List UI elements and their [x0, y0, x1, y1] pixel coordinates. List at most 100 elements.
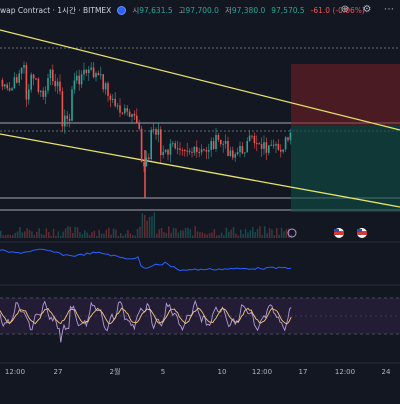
- candle: [85, 69, 88, 74]
- candle: [119, 105, 121, 113]
- oscillator-slow-line[interactable]: [0, 307, 292, 325]
- x-axis-tick-label: 27: [54, 368, 63, 376]
- volume-bar: [93, 230, 96, 238]
- candle: [73, 80, 76, 90]
- volume-bar: [216, 235, 218, 238]
- x-axis-tick-label: 12:00: [335, 368, 355, 376]
- indicator-line[interactable]: [0, 248, 292, 272]
- volume-bar: [84, 230, 86, 238]
- volume-bar: [235, 233, 237, 238]
- candle: [232, 150, 234, 158]
- candle: [16, 77, 18, 83]
- candle: [136, 115, 138, 123]
- volume-bar: [266, 233, 268, 238]
- volume-bars: [0, 212, 292, 238]
- candle: [184, 149, 186, 151]
- volume-bar: [33, 234, 36, 238]
- candle: [287, 137, 289, 141]
- volume-bar: [187, 227, 189, 238]
- candle: [18, 73, 20, 83]
- volume-bar: [273, 235, 276, 238]
- volume-bar: [194, 226, 196, 238]
- low-value: 97,380.0: [231, 5, 266, 15]
- candle: [179, 148, 181, 150]
- candle: [268, 145, 270, 153]
- volume-bar: [19, 227, 21, 238]
- candle: [97, 73, 100, 76]
- lower-trendline[interactable]: [0, 133, 400, 208]
- volume-bar: [254, 232, 256, 238]
- candle: [66, 115, 68, 119]
- candle: [61, 91, 64, 127]
- volume-bar: [132, 235, 134, 238]
- upper-trendline[interactable]: [0, 29, 400, 131]
- volume-bar: [211, 232, 213, 238]
- candle: [59, 81, 61, 92]
- alert-marker[interactable]: [287, 228, 297, 238]
- settings-icon[interactable]: ⚙: [362, 3, 372, 15]
- candle: [92, 67, 95, 78]
- candle: [88, 69, 90, 74]
- candle: [148, 157, 150, 160]
- candle: [181, 149, 184, 151]
- candle: [253, 135, 256, 144]
- volume-bar: [146, 220, 148, 238]
- volume-bar: [21, 232, 24, 238]
- volume-bar: [189, 229, 192, 238]
- volume-bar: [2, 235, 4, 238]
- volume-bar: [220, 232, 223, 238]
- stop-loss-zone[interactable]: [291, 64, 400, 126]
- volume-bar: [192, 235, 194, 238]
- volume-bar: [40, 233, 43, 238]
- candle: [152, 129, 155, 131]
- volume-bar: [24, 231, 26, 238]
- volume-bar: [144, 214, 146, 238]
- event-marker-2[interactable]: [357, 228, 367, 238]
- candle: [220, 139, 222, 145]
- candle: [71, 89, 73, 121]
- candle: [133, 114, 136, 116]
- candle: [224, 141, 227, 144]
- candle: [188, 151, 191, 153]
- event-marker-1[interactable]: [334, 228, 344, 238]
- symbol-name[interactable]: wap Contract · 1시간 · BITMEX: [0, 5, 112, 15]
- volume-bar: [244, 228, 247, 238]
- candle: [248, 135, 251, 142]
- volume-bar: [79, 232, 81, 238]
- volume-bar: [223, 235, 225, 238]
- candle: [227, 141, 229, 156]
- volume-bar: [76, 227, 79, 238]
- candle: [143, 162, 145, 167]
- volume-bar: [271, 229, 273, 238]
- candle: [102, 74, 104, 90]
- x-axis-tick-label: 5: [161, 368, 165, 376]
- volume-bar: [4, 235, 7, 238]
- volume-bar: [55, 235, 57, 238]
- candle: [239, 146, 241, 153]
- candle: [284, 137, 287, 150]
- volume-bar: [276, 228, 278, 238]
- volume-bar: [232, 226, 235, 238]
- open-value-group: 시97,631.5: [132, 5, 172, 16]
- candle: [126, 108, 128, 112]
- volume-bar: [103, 233, 105, 238]
- volume-bar: [206, 234, 208, 238]
- candle: [95, 73, 97, 78]
- low-label: 저: [224, 5, 232, 15]
- volume-bar: [98, 229, 100, 238]
- take-profit-zone[interactable]: [291, 126, 400, 212]
- volume-bar: [52, 228, 55, 238]
- alert-icon[interactable]: ⊕: [340, 3, 350, 15]
- candle: [112, 98, 114, 100]
- volume-bar: [50, 235, 52, 238]
- candle: [6, 84, 8, 89]
- open-value: 97,631.5: [139, 5, 173, 15]
- more-icon[interactable]: ⋯: [384, 3, 394, 15]
- volume-bar: [237, 235, 240, 238]
- volume-bar: [7, 234, 9, 238]
- volume-bar: [9, 234, 12, 238]
- high-label: 고: [178, 5, 186, 15]
- x-axis-tick-label: 2월: [110, 367, 121, 376]
